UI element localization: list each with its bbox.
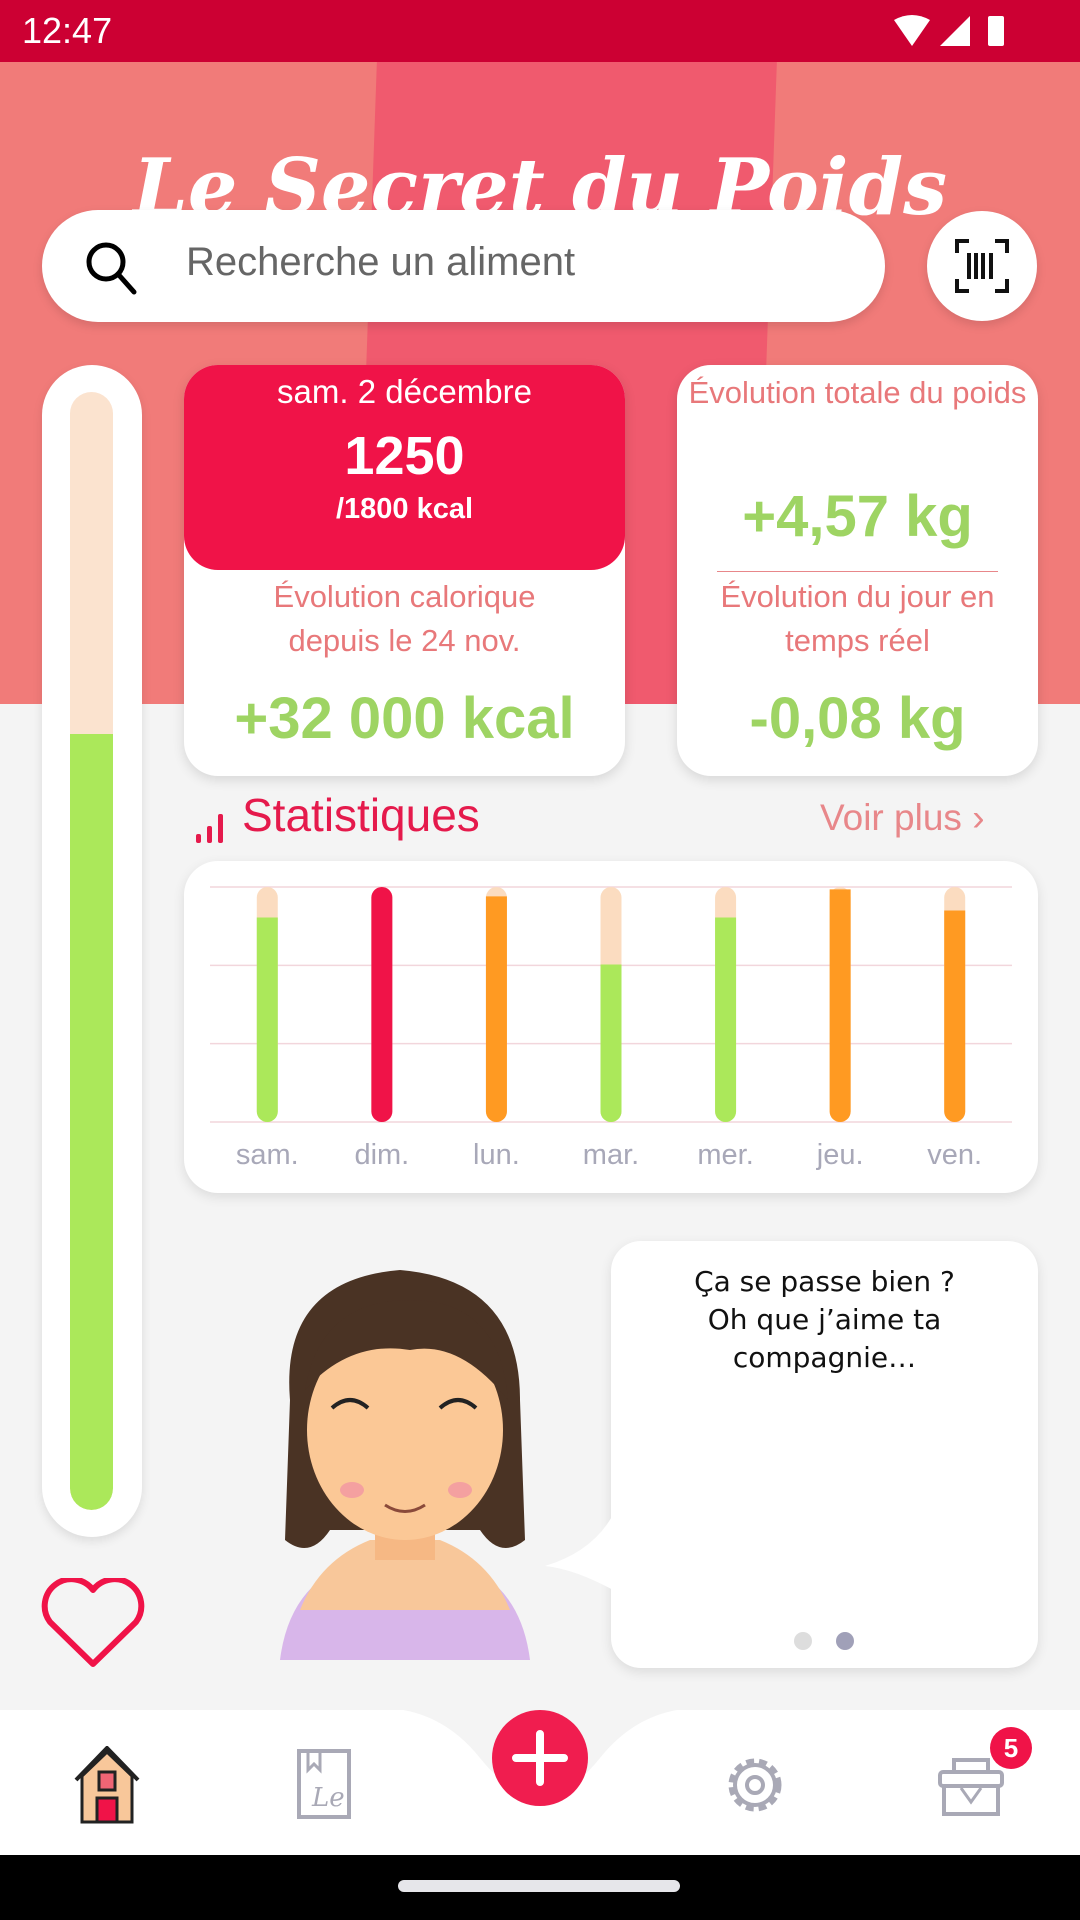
gauge-fill [70,734,113,1510]
home-gesture-handle[interactable] [398,1880,680,1892]
bar-dim [371,887,393,1122]
stats-icon [196,814,223,843]
calorie-card[interactable]: sam. 2 décembre 1250 /1800 kcal Évolutio… [184,365,625,776]
bar-mar [600,964,622,1122]
date-label: sam. 2 décembre [277,373,532,410]
total-weight-label: Évolution totale du poids [688,375,1027,410]
x-tick-label: jeu. [816,1139,864,1171]
chart-svg: sam. dim. lun. mar. mer. jeu. ven. [210,886,1012,1171]
search-icon [86,242,137,295]
add-button[interactable] [492,1710,588,1806]
home-icon[interactable] [72,1746,142,1826]
coach-speech-bubble[interactable]: Ça se passe bien ? Oh que j’aime ta comp… [545,1241,1038,1668]
settings-gear-icon[interactable] [720,1750,790,1820]
book-icon[interactable]: Le [296,1748,352,1820]
see-more-link[interactable]: Voir plus › [820,797,985,838]
plus-icon [512,1730,568,1786]
search-placeholder: Recherche un aliment [186,240,576,284]
system-nav-bar [0,1855,1080,1920]
signal-icon [940,16,970,46]
x-tick-label: sam. [236,1139,299,1171]
x-tick-label: mar. [583,1139,639,1171]
status-icons [894,15,1004,46]
x-tick-label: ven. [927,1139,982,1171]
divider [717,571,998,572]
barcode-scan-button[interactable] [927,211,1037,321]
coach-message: Ça se passe bien ? Oh que j’aime ta comp… [694,1265,955,1374]
x-tick-label: mer. [697,1139,753,1171]
heart-icon[interactable] [40,1578,146,1670]
barcode-scan-icon [955,239,1009,293]
day-weight-value: -0,08 kg [749,686,966,751]
bar-sam [256,917,278,1122]
x-tick-label: dim. [354,1139,409,1171]
stats-title: Statistiques [242,789,480,841]
calories-goal: /1800 kcal [335,493,474,525]
total-weight-value: +4,57 kg [742,484,973,549]
basket-badge: 5 [990,1727,1032,1769]
battery-icon [988,16,1004,46]
x-tick-label: lun. [473,1139,520,1171]
bar-mer [715,917,737,1122]
weekly-chart[interactable]: sam. dim. lun. mar. mer. jeu. ven. [184,861,1038,1193]
wifi-icon [894,15,930,46]
clock: 12:47 [22,10,113,51]
daily-calories: sam. 2 décembre 1250 /1800 kcal [184,365,625,570]
calorie-evolution-label: Évolution calorique depuis le 24 nov. [273,579,536,658]
calorie-evolution-value: +32 000 kcal [234,686,575,751]
bubble-tail [545,1511,615,1591]
weight-card[interactable]: Évolution totale du poids +4,57 kg Évolu… [677,365,1038,776]
calories-consumed: 1250 [344,426,465,486]
day-weight-label: Évolution du jour en temps réel [720,579,995,658]
page-dot-active[interactable] [836,1632,854,1650]
coach-character [280,1270,530,1660]
bar-ven [944,910,966,1122]
svg-text:Le: Le [311,1783,345,1813]
page-dot[interactable] [794,1632,812,1650]
search-input[interactable]: Recherche un aliment [42,210,885,322]
basket-icon[interactable] [936,1754,1006,1820]
calorie-gauge [42,365,142,1537]
status-bar: 12:47 [0,0,1080,62]
gauge-track [70,392,113,1510]
bar-lun [485,896,507,1122]
bar-jeu [829,889,851,1122]
